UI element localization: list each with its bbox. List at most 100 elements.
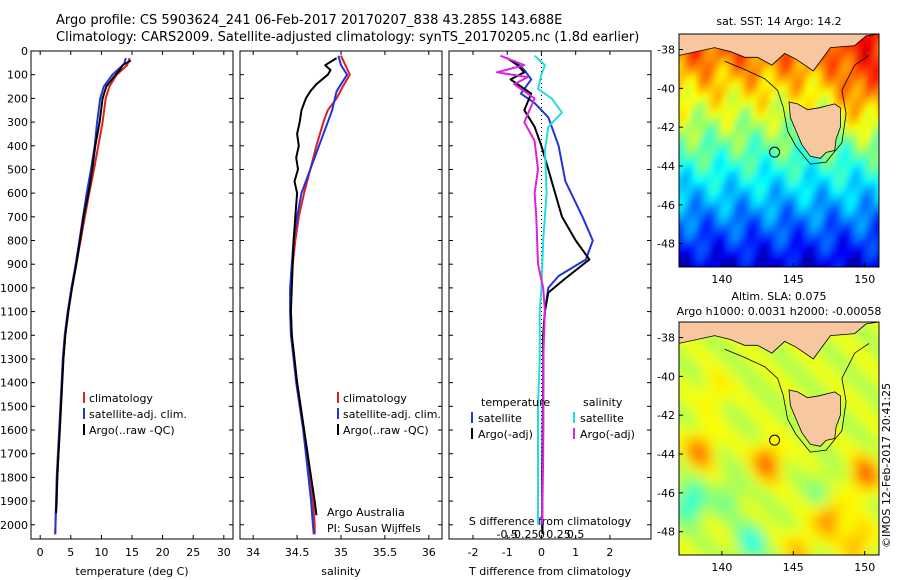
field-cell <box>841 208 848 215</box>
field-cell <box>805 76 812 83</box>
field-cell <box>679 484 686 491</box>
field-cell <box>787 406 794 413</box>
field-cell <box>835 490 842 497</box>
field-cell <box>811 82 818 89</box>
field-cell <box>733 484 740 491</box>
field-cell <box>811 466 818 473</box>
field-cell <box>823 94 830 101</box>
field-cell <box>805 502 812 509</box>
field-cell <box>769 436 776 443</box>
field-cell <box>739 490 746 497</box>
field-cell <box>769 112 776 119</box>
field-cell <box>763 514 770 521</box>
x-tick-label: 35.5 <box>373 546 398 559</box>
field-cell <box>871 322 878 329</box>
field-cell <box>829 358 836 365</box>
field-cell <box>853 226 860 233</box>
field-cell <box>709 262 716 267</box>
field-cell <box>811 520 818 527</box>
x-tick-label: 30 <box>217 546 231 559</box>
field-cell <box>745 490 752 497</box>
field-cell <box>787 232 794 239</box>
field-cell <box>829 520 836 527</box>
field-cell <box>799 478 806 485</box>
field-cell <box>787 208 794 215</box>
field-cell <box>751 220 758 227</box>
field-cell <box>847 172 854 179</box>
field-cell <box>829 154 836 161</box>
field-cell <box>757 244 764 251</box>
field-cell <box>745 388 752 395</box>
field-cell <box>847 268 854 275</box>
field-cell <box>853 454 860 461</box>
field-cell <box>859 232 866 239</box>
field-cell <box>781 262 788 267</box>
field-cell <box>829 202 836 209</box>
field-cell <box>715 454 722 461</box>
field-cell <box>715 250 722 257</box>
field-cell <box>889 178 896 185</box>
field-cell <box>823 340 830 347</box>
field-cell <box>739 214 746 221</box>
field-cell <box>691 64 698 71</box>
field-cell <box>757 352 764 359</box>
field-cell <box>841 544 848 551</box>
field-cell <box>817 514 824 521</box>
field-cell <box>811 370 818 377</box>
field-cell <box>685 394 692 401</box>
field-cell <box>757 88 764 95</box>
field-cell <box>781 508 788 515</box>
field-cell <box>703 406 710 413</box>
field-cell <box>691 22 698 29</box>
field-cell <box>757 232 764 239</box>
field-cell <box>841 58 848 65</box>
field-cell <box>733 490 740 497</box>
x-tick-label: 0 <box>37 546 44 559</box>
field-cell <box>829 460 836 467</box>
field-cell <box>871 424 878 431</box>
field-cell <box>739 124 746 131</box>
field-cell <box>727 400 734 407</box>
field-cell <box>745 154 752 161</box>
field-cell <box>703 148 710 155</box>
field-cell <box>685 526 692 533</box>
field-cell <box>667 136 674 143</box>
field-cell <box>739 256 746 263</box>
field-cell <box>685 550 692 555</box>
field-cell <box>709 532 716 539</box>
field-cell <box>721 340 728 347</box>
field-cell <box>865 448 872 455</box>
field-cell <box>853 100 860 107</box>
field-cell <box>763 412 770 419</box>
field-cell <box>685 166 692 173</box>
field-cell <box>739 502 746 509</box>
field-cell <box>775 82 782 89</box>
field-cell <box>679 442 686 449</box>
field-cell <box>853 70 860 77</box>
field-cell <box>841 154 848 161</box>
field-cell <box>745 196 752 203</box>
field-cell <box>721 250 728 257</box>
field-cell <box>697 100 704 107</box>
field-cell <box>829 556 836 563</box>
field-cell <box>685 502 692 509</box>
field-cell <box>757 424 764 431</box>
field-cell <box>835 460 842 467</box>
field-cell <box>859 334 866 341</box>
field-cell <box>769 448 776 455</box>
field-cell <box>787 358 794 365</box>
field-cell <box>703 562 710 569</box>
field-cell <box>691 448 698 455</box>
field-cell <box>811 364 818 371</box>
field-cell <box>793 226 800 233</box>
x-tick-label: -1 <box>502 546 513 559</box>
field-cell <box>865 40 872 47</box>
field-cell <box>865 460 872 467</box>
field-cell <box>715 112 722 119</box>
field-cell <box>703 472 710 479</box>
field-cell <box>847 22 854 29</box>
field-cell <box>667 556 674 563</box>
field-cell <box>883 310 890 317</box>
field-cell <box>871 454 878 461</box>
field-cell <box>799 526 806 533</box>
